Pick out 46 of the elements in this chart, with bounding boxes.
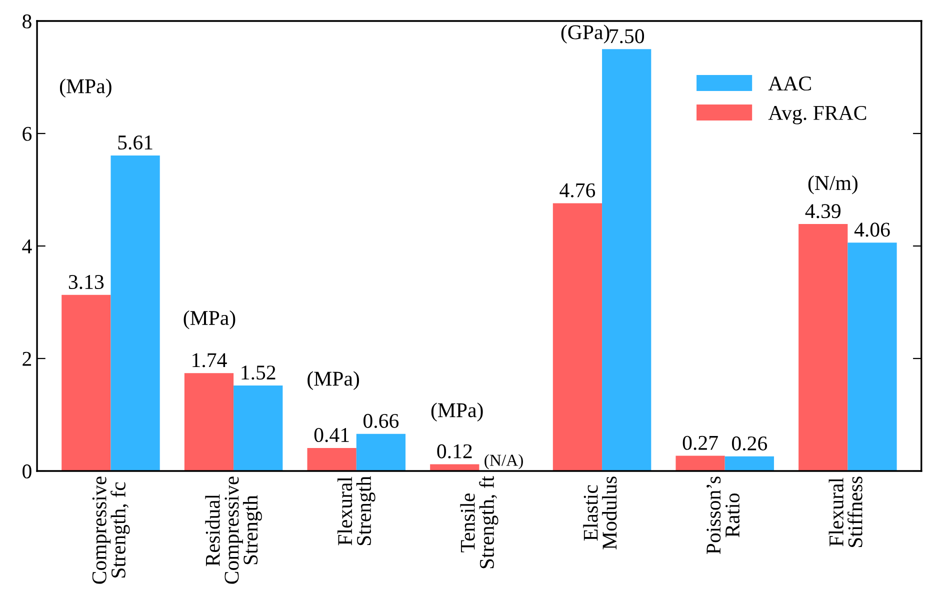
data-label: 0.26: [732, 436, 768, 451]
annotation: (MPa): [431, 402, 483, 422]
text: (N/A): [484, 454, 523, 470]
data-label: 1.74: [192, 353, 227, 368]
data-label: 0.12: [437, 444, 472, 458]
x-tick-label: Poisson’s Ratio: [706, 476, 740, 554]
bar: [798, 224, 848, 471]
annotation: (MPa): [60, 78, 112, 98]
annotation: (GPa): [561, 24, 610, 44]
bar: [184, 373, 234, 471]
bar: [356, 434, 406, 471]
bar: [110, 155, 160, 471]
y-tick-label: 0: [22, 464, 32, 478]
data-label: 0.41: [314, 428, 349, 442]
y-tick-label: 2: [22, 352, 32, 366]
data-label: 4.39: [805, 204, 840, 218]
data-label: 4.76: [560, 183, 596, 198]
data-label: 7.50: [610, 29, 644, 44]
bar: [602, 49, 652, 471]
bar: [234, 386, 283, 471]
annotation: (MPa): [184, 310, 236, 330]
bar: [62, 294, 111, 471]
y-tick-label: 6: [22, 126, 32, 141]
data-label: 0.27: [682, 436, 718, 450]
annotation: (N/m): [808, 175, 858, 194]
data-label: 0.66: [364, 414, 399, 428]
x-tick-label: Flexural Stiffness: [828, 476, 862, 548]
bar: [552, 203, 602, 471]
legend-label: Avg. FRAC: [768, 106, 866, 124]
x-tick-label: Elastic Modulus: [583, 476, 617, 550]
x-tick-label: Tensile Strength, ft: [460, 476, 498, 568]
x-tick-label: Residual Compressive Strength: [205, 476, 262, 584]
bar: [676, 456, 725, 471]
bar: [307, 448, 356, 471]
legend-label: AAC: [768, 76, 811, 91]
data-label: 4.06: [854, 222, 890, 237]
y-tick-label: 4: [22, 240, 32, 254]
data-label: 3.13: [68, 275, 104, 290]
bar: [724, 456, 774, 471]
data-label: 5.61: [118, 136, 152, 150]
annotation: (MPa): [308, 371, 359, 390]
y-tick-label: 8: [22, 14, 32, 28]
x-tick-label: Compressive Strength, fc: [92, 476, 130, 584]
x-tick-label: Flexural Strength: [337, 476, 376, 546]
bar: [848, 242, 897, 471]
data-label: 1.52: [242, 366, 276, 380]
